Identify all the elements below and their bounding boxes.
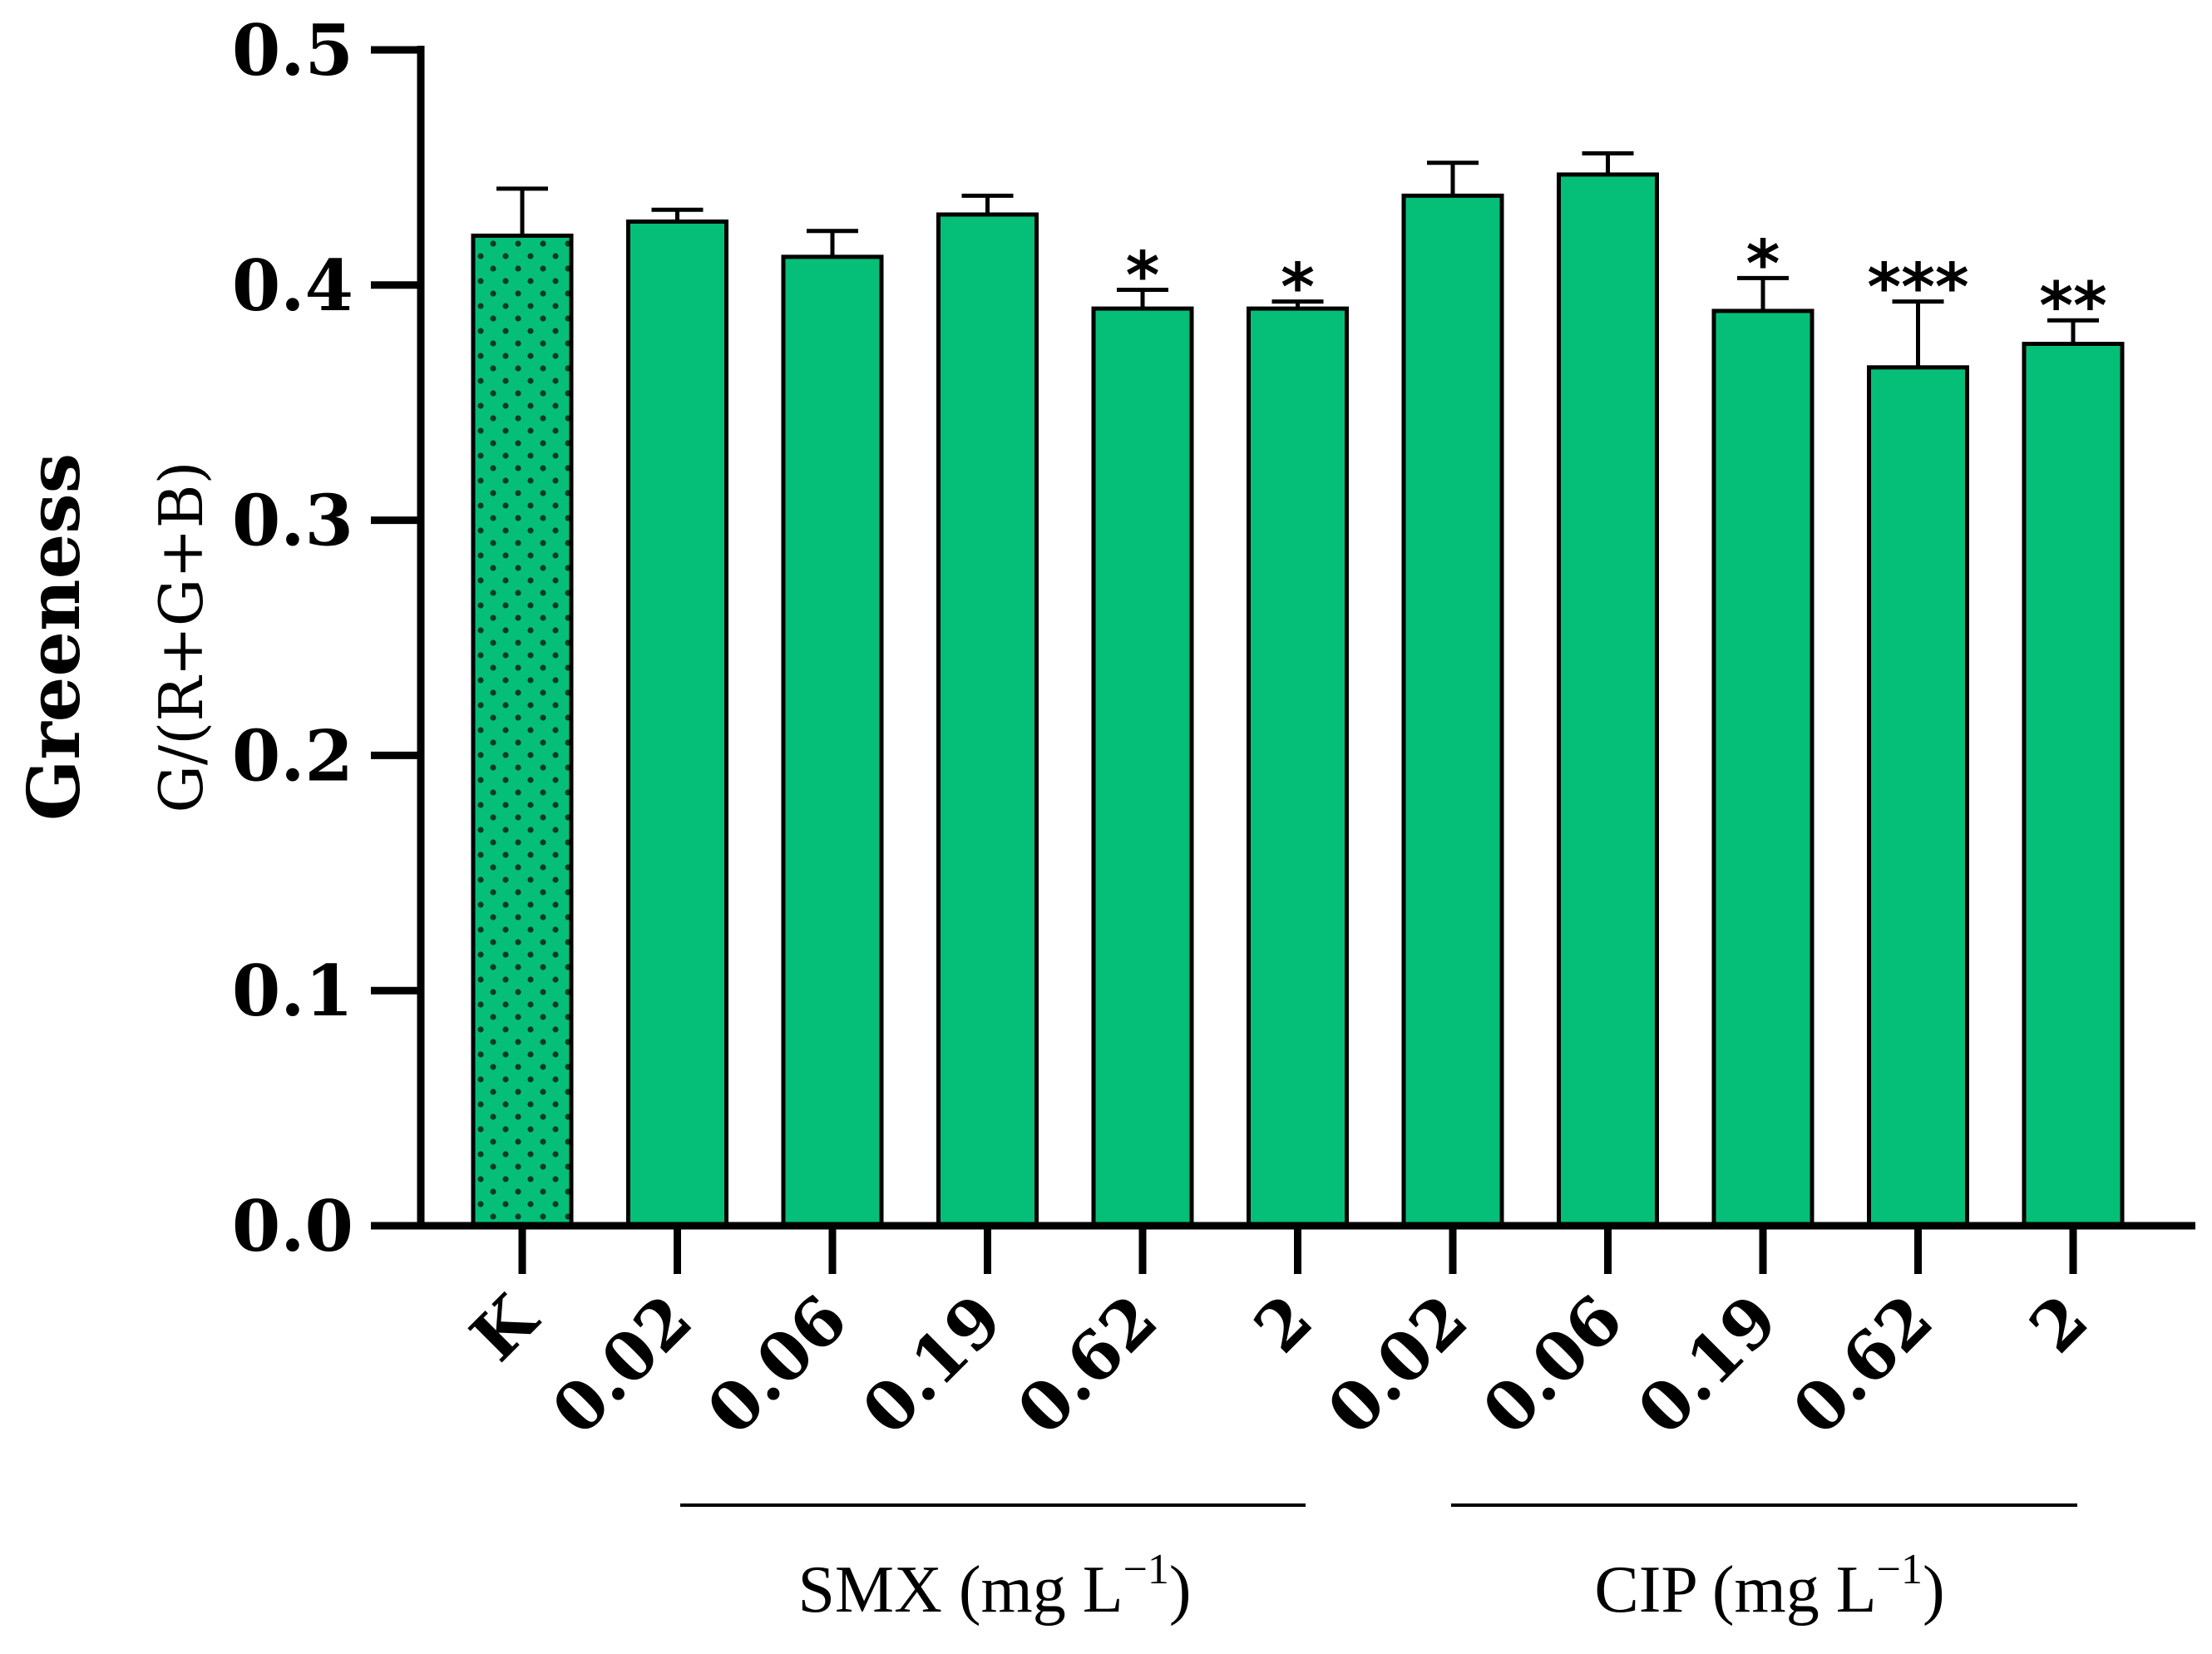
bar (781, 254, 884, 1228)
smx-group-label-sup: −1 (1123, 1546, 1169, 1593)
bar (2022, 342, 2125, 1228)
bar (1711, 309, 1815, 1228)
bar (1867, 365, 1969, 1228)
significance-marker: * (1281, 251, 1315, 326)
y-tick-label: 0.2 (232, 714, 353, 797)
significance-marker: * (1126, 239, 1160, 314)
significance-marker: *** (1867, 251, 1968, 326)
cip-group-label-text: CIP (mg L (1594, 1553, 1876, 1627)
y-axis-title: Greeness (12, 453, 96, 821)
x-tick-label: 0.19 (847, 1280, 1017, 1449)
smx-group-label: SMX (mg L−1) (797, 1546, 1191, 1627)
y-tick-label: 0.1 (232, 950, 353, 1032)
cip-group-label-sup: −1 (1877, 1546, 1923, 1593)
x-tick-label: 2 (1239, 1280, 1327, 1368)
x-tick-label: 2 (2015, 1280, 2103, 1368)
smx-group-label-text: SMX (mg L (797, 1553, 1123, 1627)
y-tick-label: 0.4 (232, 244, 353, 327)
cip-group-label: CIP (mg L−1) (1594, 1546, 1944, 1627)
bar (1247, 306, 1349, 1228)
x-tick-label: 0.19 (1622, 1280, 1792, 1449)
significance-marker: ** (2039, 269, 2107, 344)
x-tick-label: K (456, 1278, 553, 1375)
y-axis-subtitle: G/(R+G+B) (146, 461, 216, 812)
bar (1401, 193, 1504, 1228)
x-tick-label: 0.02 (1312, 1280, 1482, 1449)
x-tick-label: 0.62 (1778, 1280, 1948, 1449)
bar (471, 233, 574, 1228)
bar (626, 219, 728, 1228)
x-tick-label: 0.06 (692, 1280, 862, 1449)
y-tick-label: 0.5 (232, 9, 353, 91)
significance-marker: * (1746, 227, 1780, 302)
x-tick-label: 0.02 (537, 1280, 707, 1449)
x-tick-label: 0.62 (1002, 1280, 1172, 1449)
bar (936, 212, 1039, 1228)
cip-group-label-close: ) (1923, 1553, 1945, 1627)
bar (1557, 172, 1659, 1228)
x-tick-label: 0.06 (1468, 1280, 1637, 1449)
smx-group-label-close: ) (1169, 1553, 1192, 1627)
y-tick-label: 0.0 (232, 1185, 353, 1267)
bar (1091, 306, 1194, 1228)
y-tick-label: 0.3 (232, 480, 353, 562)
